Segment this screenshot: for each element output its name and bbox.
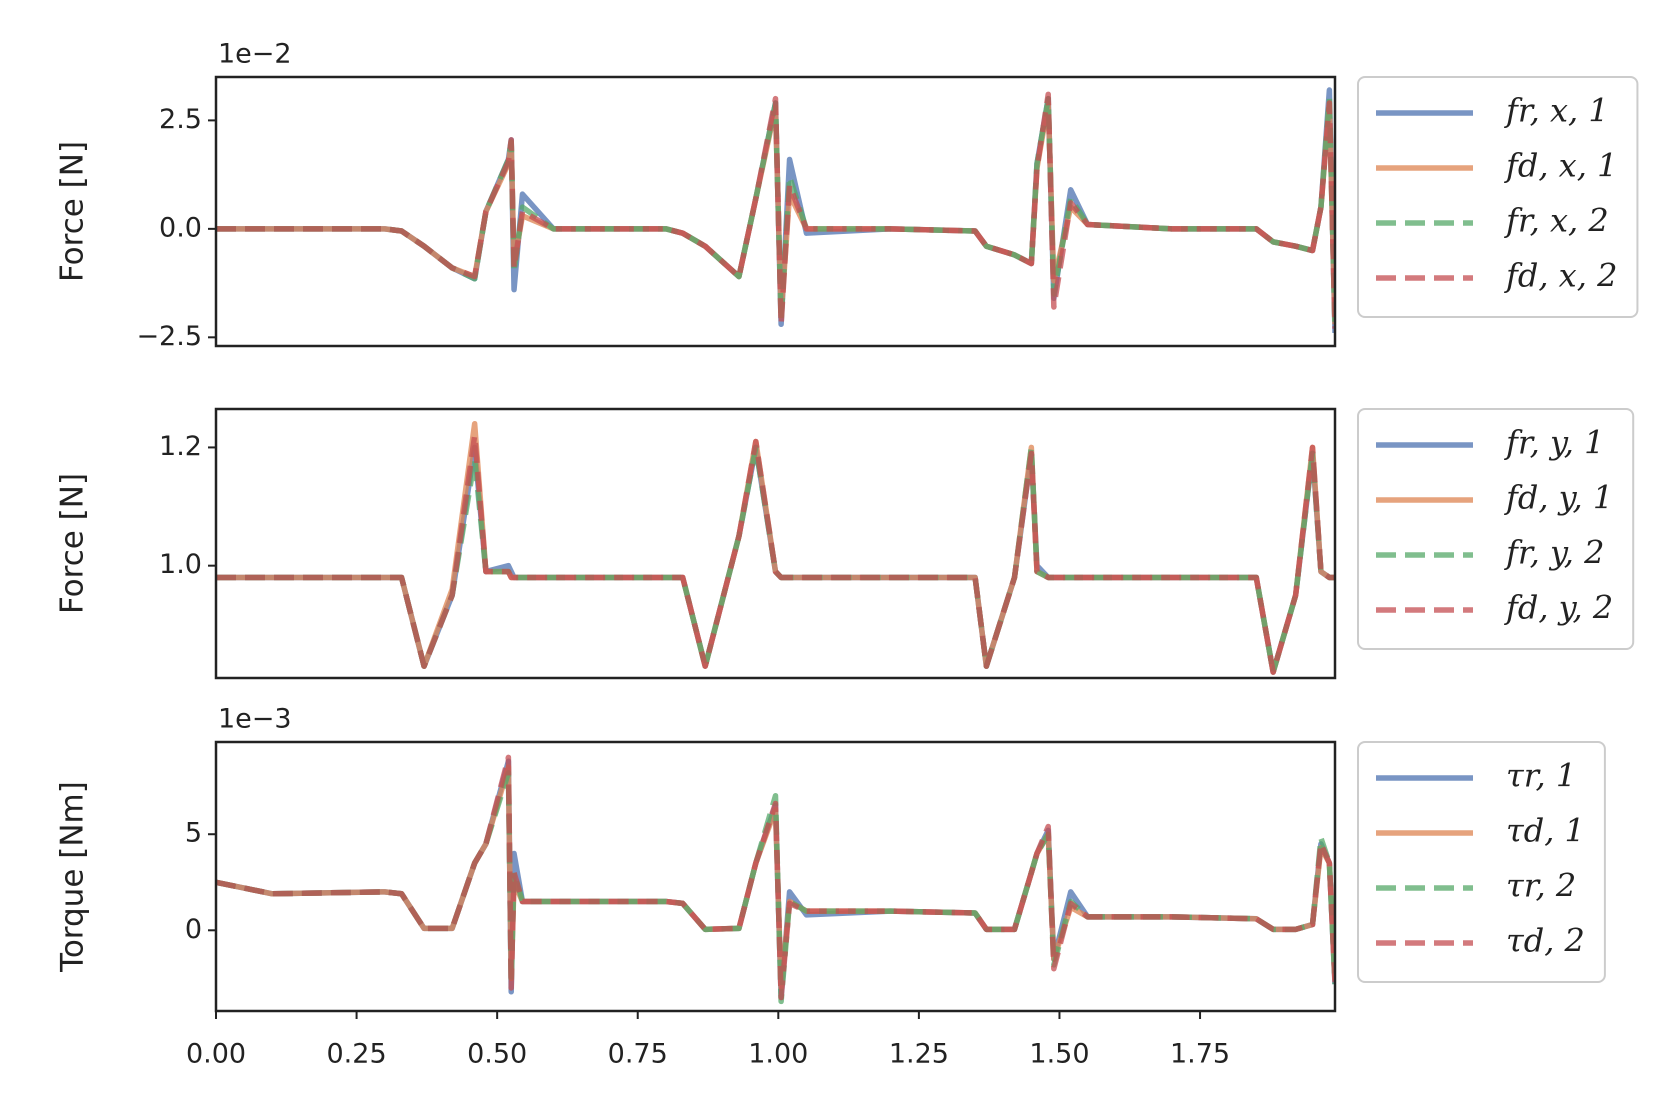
x-tick-label: 0.50 xyxy=(467,1039,527,1070)
y-axis-label: Force [N] xyxy=(55,141,91,282)
y-tick-label: 0.0 xyxy=(159,212,202,243)
x-tick-label: 0.25 xyxy=(327,1039,387,1070)
x-tick-label: 1.75 xyxy=(1170,1039,1230,1070)
legend-text: fr, y, 2 xyxy=(1504,534,1605,572)
y-axis-label: Force [N] xyxy=(55,473,91,614)
y-tick-label: 5 xyxy=(185,818,202,849)
y-tick-label: 0 xyxy=(185,914,202,945)
legend-text: fr, x, 1 xyxy=(1504,92,1609,130)
legend-text: fr, y, 1 xyxy=(1504,424,1605,462)
legend-box xyxy=(1357,76,1639,318)
legend-box xyxy=(1357,741,1606,983)
y-axis-label: Torque [Nm] xyxy=(55,781,91,973)
legend-text: fd, y, 2 xyxy=(1504,589,1613,627)
offset-label: 1e−2 xyxy=(218,39,292,70)
axes-frame xyxy=(214,740,1337,1013)
legend-text: fd, y, 1 xyxy=(1504,479,1613,517)
series-line xyxy=(216,754,1335,1001)
legend-text: τr, 2 xyxy=(1506,867,1576,905)
x-tick-label: 1.25 xyxy=(889,1039,949,1070)
offset-label: 1e−3 xyxy=(218,704,292,735)
series-line xyxy=(216,432,1335,675)
legend-text: τd, 2 xyxy=(1506,922,1585,960)
axes-frame xyxy=(214,407,1337,680)
series-line xyxy=(216,421,1335,675)
legend-text: fd, x, 2 xyxy=(1504,257,1617,295)
y-tick-label: 2.5 xyxy=(159,104,202,135)
legend-text: fr, x, 2 xyxy=(1504,202,1609,240)
y-tick-label: −2.5 xyxy=(136,321,202,352)
x-tick-label: 1.00 xyxy=(748,1039,808,1070)
series-line xyxy=(216,91,1335,329)
legend-box xyxy=(1357,408,1635,650)
legend-text: τr, 1 xyxy=(1506,757,1576,795)
x-tick-label: 1.50 xyxy=(1029,1039,1089,1070)
legend-text: τd, 1 xyxy=(1506,812,1585,850)
x-tick-label: 0.00 xyxy=(186,1039,246,1070)
y-tick-label: 1.0 xyxy=(159,549,202,580)
legend-text: fd, x, 1 xyxy=(1504,147,1617,185)
x-tick-label: 0.75 xyxy=(608,1039,668,1070)
y-tick-label: 1.2 xyxy=(159,431,202,462)
axes-frame xyxy=(214,75,1337,348)
